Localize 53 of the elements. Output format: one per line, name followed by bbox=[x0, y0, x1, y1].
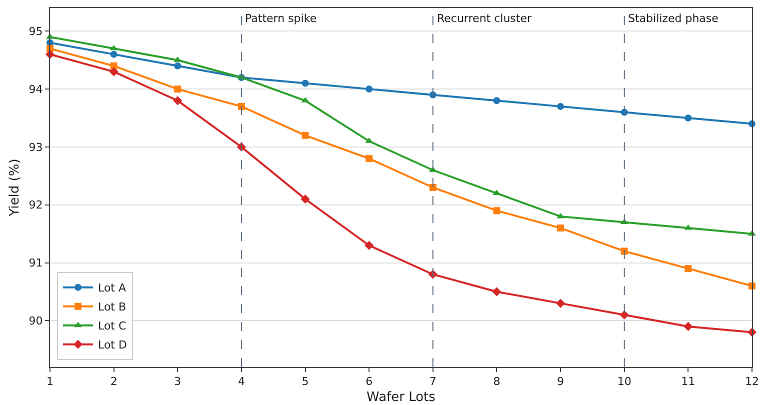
x-tick-label: 7 bbox=[429, 375, 436, 388]
x-tick-label: 10 bbox=[617, 375, 632, 388]
x-tick-label: 2 bbox=[110, 375, 118, 388]
point bbox=[684, 265, 692, 272]
y-tick-label: 92 bbox=[28, 198, 43, 212]
x-tick-label: 4 bbox=[238, 375, 245, 388]
point bbox=[493, 207, 500, 214]
point bbox=[302, 80, 309, 87]
x-tick-label: 9 bbox=[557, 375, 564, 388]
x-tick-label: 5 bbox=[302, 375, 309, 388]
point bbox=[684, 114, 692, 122]
x-tick-label: 8 bbox=[493, 375, 500, 388]
ref-line-label: Stabilized phase bbox=[628, 12, 719, 25]
point bbox=[492, 190, 501, 196]
point bbox=[366, 155, 373, 162]
point bbox=[493, 97, 500, 104]
y-tick-label: 90 bbox=[28, 314, 43, 328]
legend-label: Lot A bbox=[98, 282, 126, 295]
point bbox=[110, 50, 118, 58]
ref-line-label: Pattern spike bbox=[245, 12, 317, 25]
point bbox=[300, 194, 310, 204]
point bbox=[620, 248, 628, 255]
point bbox=[492, 287, 502, 296]
point bbox=[557, 102, 564, 110]
point bbox=[238, 102, 245, 110]
x-tick-label: 1 bbox=[46, 375, 54, 388]
point bbox=[173, 96, 182, 106]
x-axis-title: Wafer Lots bbox=[366, 390, 436, 405]
y-tick-label: 95 bbox=[28, 25, 43, 38]
legend-label: Lot B bbox=[98, 300, 126, 314]
y-tick-label: 93 bbox=[28, 140, 43, 154]
point bbox=[174, 62, 182, 70]
x-tick-label: 11 bbox=[681, 375, 696, 388]
point bbox=[684, 322, 693, 332]
point bbox=[364, 240, 374, 250]
x-tick-label: 6 bbox=[366, 375, 373, 388]
point bbox=[302, 132, 309, 139]
y-tick-label: 91 bbox=[28, 256, 43, 270]
y-axis-title: Yield (%) bbox=[8, 158, 23, 218]
x-tick-label: 3 bbox=[174, 375, 182, 388]
point bbox=[429, 184, 436, 191]
point bbox=[556, 298, 566, 308]
y-tick-label: 94 bbox=[28, 82, 43, 96]
point bbox=[557, 224, 564, 232]
point bbox=[109, 67, 118, 76]
ref-line-label: Recurrent cluster bbox=[437, 12, 532, 25]
point bbox=[174, 86, 182, 93]
legend-label: Lot D bbox=[98, 338, 127, 352]
x-tick-label: 12 bbox=[745, 375, 759, 388]
point bbox=[620, 310, 629, 320]
legend-label: Lot C bbox=[98, 320, 126, 333]
point bbox=[556, 212, 565, 218]
point bbox=[366, 86, 373, 93]
